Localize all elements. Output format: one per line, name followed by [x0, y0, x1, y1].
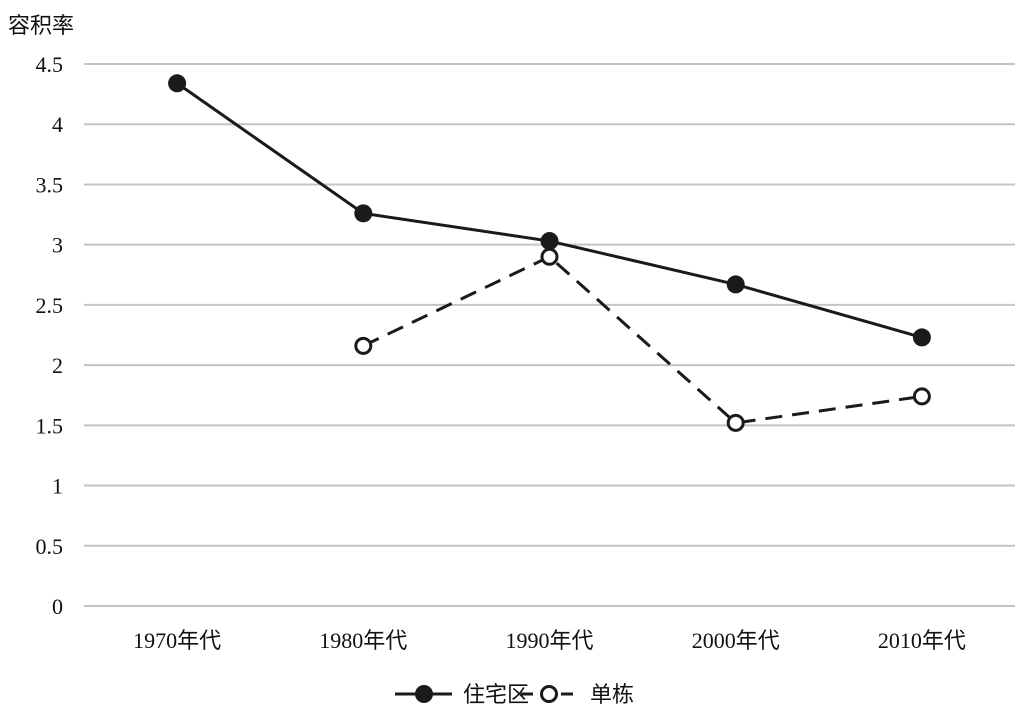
data-point-residential	[354, 204, 373, 223]
legend-label-residential: 住宅区	[463, 683, 529, 708]
data-point-residential	[168, 74, 187, 93]
legend-label-single: 单栋	[590, 683, 634, 708]
data-point-residential	[912, 328, 931, 347]
data-point-residential	[540, 232, 559, 251]
x-tick-label: 1970年代	[133, 628, 221, 653]
y-axis-title: 容积率	[8, 14, 74, 39]
data-point-single	[912, 387, 931, 406]
legend-marker-residential	[415, 685, 433, 703]
y-tick-label: 1	[52, 474, 63, 499]
data-point-residential	[726, 275, 745, 294]
x-tick-label: 1990年代	[505, 628, 593, 653]
y-tick-label: 1.5	[36, 413, 64, 438]
y-tick-label: 4	[52, 112, 63, 137]
series-line-0	[176, 82, 923, 339]
data-point-single	[354, 336, 373, 355]
data-point-single	[540, 247, 559, 266]
y-tick-label: 3	[52, 233, 63, 258]
data-point-single	[726, 413, 745, 432]
legend-marker-single	[540, 685, 558, 703]
series-layer	[168, 74, 931, 432]
y-tick-label: 4.5	[36, 52, 64, 77]
legend: 住宅区 单栋	[395, 683, 634, 708]
x-tick-label: 1980年代	[319, 628, 407, 653]
y-tick-label: 0.5	[36, 534, 64, 559]
y-tick-labels: 0 0.5 1 1.5 2 2.5 3 3.5 4 4.5	[36, 52, 64, 619]
y-tick-label: 2	[52, 353, 63, 378]
series-line-1	[362, 254, 923, 425]
y-tick-label: 0	[52, 594, 63, 619]
x-tick-labels: 1970年代 1980年代 1990年代 2000年代 2010年代	[133, 628, 966, 653]
y-tick-label: 3.5	[36, 172, 64, 197]
x-tick-label: 2000年代	[692, 628, 780, 653]
x-tick-label: 2010年代	[878, 628, 966, 653]
gridlines	[84, 63, 1015, 607]
y-tick-label: 2.5	[36, 293, 64, 318]
